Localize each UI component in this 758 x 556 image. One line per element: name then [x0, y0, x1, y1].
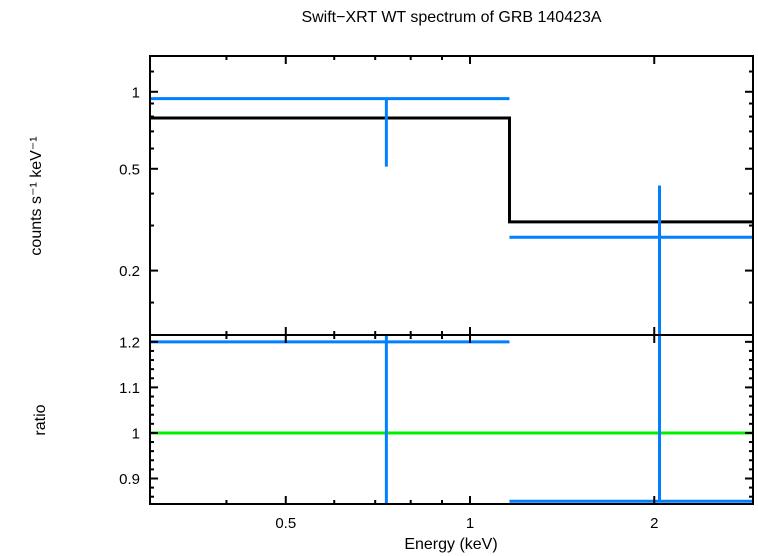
- y-tick-label: 1: [132, 84, 140, 101]
- model-step-line: [150, 116, 753, 224]
- y-tick-label: 0.2: [119, 263, 140, 280]
- plot-title: Swift−XRT WT spectrum of GRB 140423A: [301, 9, 602, 26]
- x-axis-label: Energy (keV): [404, 536, 497, 553]
- x-tick-label: 1: [466, 515, 474, 532]
- y-tick-label: 1.2: [119, 334, 140, 351]
- y-tick-label: 1.1: [119, 380, 140, 397]
- x-tick-label: 0.5: [275, 515, 296, 532]
- y-tick-label: 0.5: [119, 161, 140, 178]
- y-tick-label: 1: [132, 425, 140, 442]
- ratio-y-axis-label: ratio: [32, 404, 49, 435]
- ratio-panel-border: [149, 334, 754, 505]
- x-tick-label: 2: [650, 515, 658, 532]
- spectrum-y-axis-label: counts s⁻¹ keV⁻¹: [28, 136, 45, 255]
- y-tick-label: 0.9: [119, 471, 140, 488]
